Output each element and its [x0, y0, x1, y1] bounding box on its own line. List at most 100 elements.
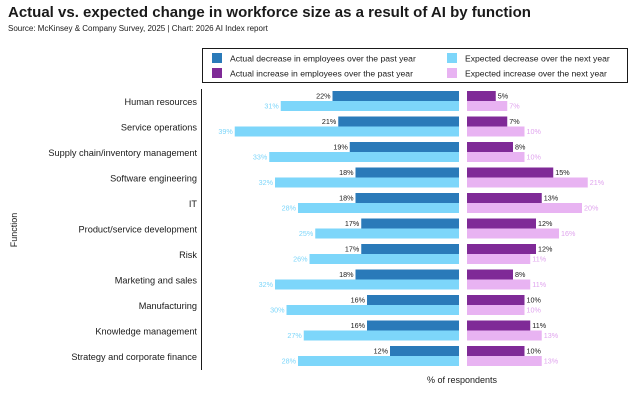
value-label-actual-decrease-product-service-development: 17%: [345, 219, 360, 228]
legend: Actual decrease in employees over the pa…: [202, 48, 628, 83]
category-label-risk: Risk: [179, 250, 197, 260]
bar-actual-increase-supply-chain-inventory-management: [467, 142, 513, 152]
value-label-expected-decrease-software-engineering: 32%: [259, 178, 274, 187]
bar-actual-decrease-product-service-development: [361, 218, 459, 229]
legend-swatch-actual-decrease: [212, 53, 222, 63]
category-label-marketing-and-sales: Marketing and sales: [115, 276, 198, 286]
bar-expected-increase-product-service-development: [467, 228, 559, 239]
value-label-expected-increase-human-resources: 7%: [509, 102, 520, 111]
category-label-product-service-development: Product/service development: [79, 225, 198, 235]
category-label-it: IT: [189, 199, 198, 209]
value-label-expected-increase-software-engineering: 21%: [590, 178, 605, 187]
bar-actual-increase-risk: [467, 244, 536, 254]
category-label-knowledge-management: Knowledge management: [95, 327, 197, 337]
y-axis-title: Function: [9, 213, 19, 248]
value-label-expected-decrease-service-operations: 39%: [218, 127, 233, 136]
legend-label-expected-increase: Expected increase over the next year: [465, 69, 607, 79]
legend-label-expected-decrease: Expected decrease over the next year: [465, 54, 610, 64]
bar-actual-decrease-strategy-and-corporate-finance: [390, 346, 459, 356]
bar-actual-decrease-software-engineering: [355, 167, 459, 178]
x-axis-title: % of respondents: [427, 375, 498, 385]
bar-actual-decrease-service-operations: [338, 116, 459, 127]
legend-swatch-expected-increase: [447, 68, 457, 78]
value-label-actual-decrease-software-engineering: 18%: [339, 168, 354, 177]
value-label-actual-decrease-service-operations: 21%: [322, 117, 337, 126]
value-label-expected-increase-product-service-development: 16%: [561, 229, 576, 238]
value-label-expected-decrease-it: 28%: [282, 204, 297, 213]
value-label-expected-increase-knowledge-management: 13%: [544, 331, 559, 340]
value-label-actual-increase-knowledge-management: 11%: [532, 321, 546, 330]
bar-actual-decrease-it: [355, 193, 459, 203]
category-label-service-operations: Service operations: [121, 123, 197, 133]
value-label-actual-increase-strategy-and-corporate-finance: 10%: [527, 347, 542, 356]
value-label-expected-decrease-manufacturing: 30%: [270, 306, 285, 315]
bar-expected-decrease-strategy-and-corporate-finance: [298, 356, 459, 366]
bar-expected-increase-strategy-and-corporate-finance: [467, 356, 542, 366]
bar-expected-increase-supply-chain-inventory-management: [467, 152, 525, 162]
category-label-software-engineering: Software engineering: [110, 174, 197, 184]
value-label-expected-increase-marketing-and-sales: 11%: [532, 280, 546, 289]
bar-expected-increase-knowledge-management: [467, 330, 542, 341]
bar-expected-increase-it: [467, 203, 582, 213]
bar-actual-decrease-manufacturing: [367, 295, 459, 305]
value-label-actual-increase-software-engineering: 15%: [555, 168, 570, 177]
value-label-actual-decrease-risk: 17%: [345, 245, 360, 254]
legend-label-actual-decrease: Actual decrease in employees over the pa…: [230, 54, 416, 64]
bar-expected-decrease-supply-chain-inventory-management: [269, 152, 459, 162]
legend-label-actual-increase: Actual increase in employees over the pa…: [230, 69, 413, 79]
bar-actual-decrease-marketing-and-sales: [355, 269, 459, 280]
bar-expected-increase-service-operations: [467, 126, 525, 137]
bar-expected-decrease-it: [298, 203, 459, 213]
value-label-expected-decrease-product-service-development: 25%: [299, 229, 314, 238]
bar-expected-increase-risk: [467, 254, 531, 264]
value-label-actual-decrease-human-resources: 22%: [316, 92, 331, 101]
value-label-actual-decrease-strategy-and-corporate-finance: 12%: [374, 347, 389, 356]
value-label-expected-decrease-knowledge-management: 27%: [287, 331, 302, 340]
value-label-actual-decrease-manufacturing: 16%: [351, 296, 366, 305]
bar-expected-decrease-risk: [309, 254, 459, 264]
bar-actual-increase-strategy-and-corporate-finance: [467, 346, 525, 356]
value-label-actual-decrease-it: 18%: [339, 194, 354, 203]
value-label-actual-increase-supply-chain-inventory-management: 8%: [515, 143, 526, 152]
value-label-actual-increase-it: 13%: [544, 194, 559, 203]
chart-title: Actual vs. expected change in workforce …: [8, 4, 531, 21]
value-label-actual-increase-manufacturing: 10%: [527, 296, 542, 305]
bar-expected-increase-software-engineering: [467, 177, 588, 188]
bar-actual-increase-it: [467, 193, 542, 203]
value-label-expected-increase-manufacturing: 10%: [527, 306, 542, 315]
legend-swatch-expected-decrease: [447, 53, 457, 63]
value-label-actual-decrease-supply-chain-inventory-management: 19%: [333, 143, 348, 152]
bar-actual-increase-manufacturing: [467, 295, 525, 305]
bar-expected-increase-marketing-and-sales: [467, 279, 531, 290]
value-label-expected-decrease-human-resources: 31%: [264, 102, 279, 111]
bar-actual-decrease-knowledge-management: [367, 320, 459, 331]
value-label-actual-decrease-knowledge-management: 16%: [351, 321, 366, 330]
category-label-human-resources: Human resources: [124, 97, 197, 107]
bar-actual-increase-software-engineering: [467, 167, 554, 178]
bar-actual-increase-product-service-development: [467, 218, 536, 229]
value-label-actual-increase-human-resources: 5%: [498, 92, 509, 101]
value-label-expected-decrease-marketing-and-sales: 32%: [259, 280, 274, 289]
value-label-expected-increase-strategy-and-corporate-finance: 13%: [544, 357, 559, 366]
value-label-expected-decrease-supply-chain-inventory-management: 33%: [253, 153, 268, 162]
bar-actual-increase-marketing-and-sales: [467, 269, 513, 280]
bar-expected-increase-manufacturing: [467, 305, 525, 315]
value-label-actual-decrease-marketing-and-sales: 18%: [339, 270, 354, 279]
category-label-manufacturing: Manufacturing: [139, 301, 197, 311]
value-label-actual-increase-service-operations: 7%: [509, 117, 520, 126]
value-label-expected-increase-supply-chain-inventory-management: 10%: [527, 153, 542, 162]
bar-actual-decrease-human-resources: [332, 91, 459, 101]
value-label-actual-increase-product-service-development: 12%: [538, 219, 553, 228]
category-label-supply-chain-inventory-management: Supply chain/inventory management: [48, 148, 197, 158]
bar-actual-decrease-supply-chain-inventory-management: [349, 142, 459, 152]
value-label-expected-increase-service-operations: 10%: [527, 127, 542, 136]
bar-expected-decrease-service-operations: [234, 126, 459, 137]
bar-actual-decrease-risk: [361, 244, 459, 254]
bar-expected-decrease-software-engineering: [275, 177, 459, 188]
bar-expected-decrease-manufacturing: [286, 305, 459, 315]
category-label-strategy-and-corporate-finance: Strategy and corporate finance: [71, 352, 197, 362]
value-label-expected-decrease-strategy-and-corporate-finance: 28%: [282, 357, 297, 366]
legend-swatch-actual-increase: [212, 68, 222, 78]
